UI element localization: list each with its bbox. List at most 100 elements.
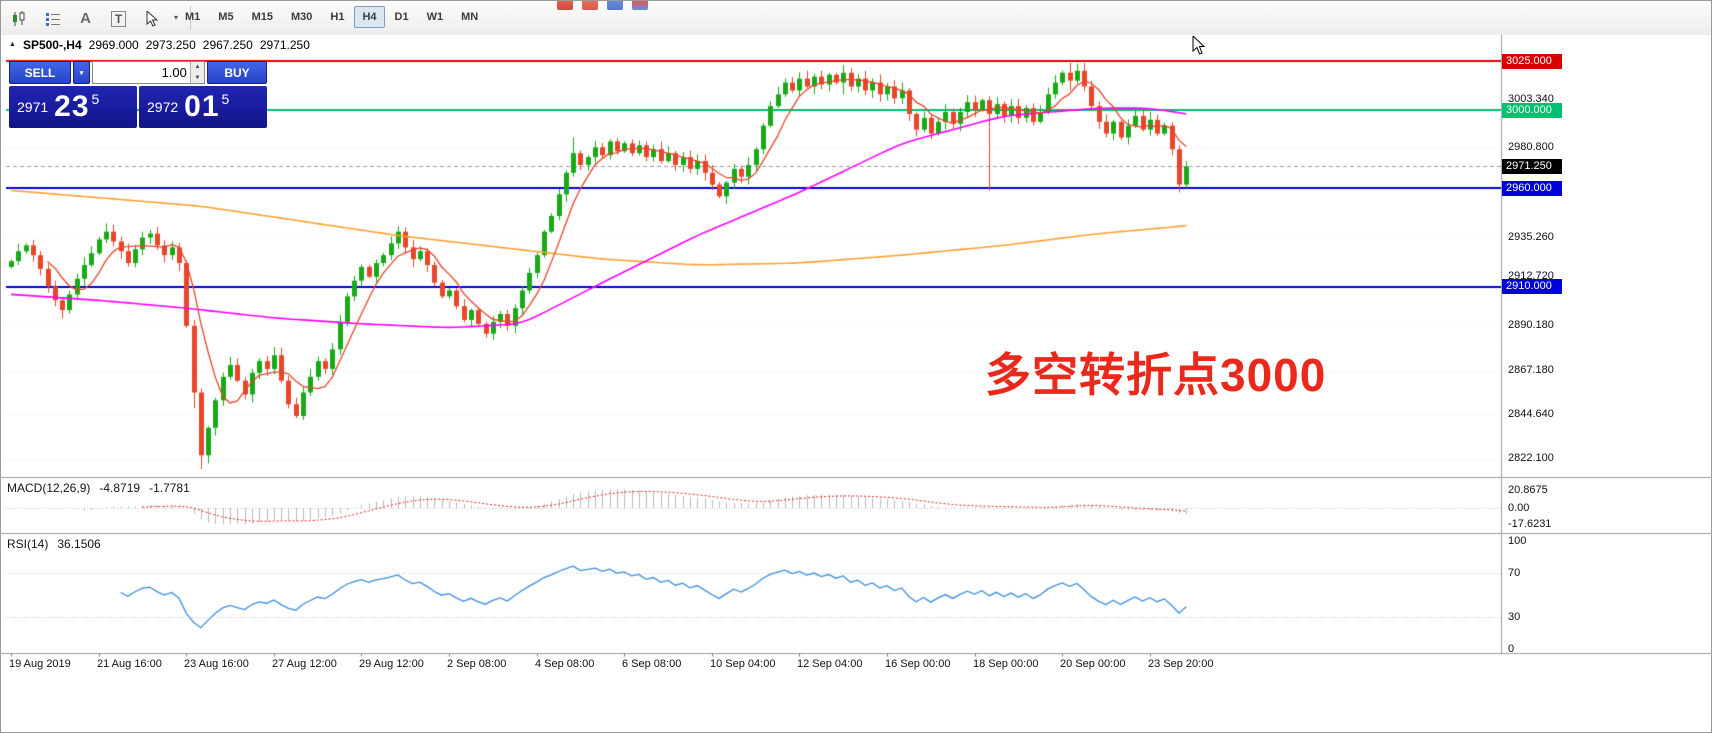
bid-price-sup: 5 (91, 91, 100, 107)
macd-label: MACD(12,26,9) -4.8719 -1.7781 (7, 481, 199, 495)
timeframe-button-d1[interactable]: D1 (387, 6, 417, 28)
timeframe-button-h1[interactable]: H1 (322, 6, 352, 28)
rsi-axis-label: 100 (1508, 535, 1527, 547)
clipped-toolbar-icons (557, 1, 648, 10)
price-axis-label: 2822.100 (1508, 452, 1554, 465)
mouse-cursor (1192, 36, 1206, 55)
chart-title: ▲ SP500-,H4 2969.000 2973.250 2967.250 2… (9, 38, 310, 52)
price-badge-blue: 2910.000 (1502, 279, 1562, 295)
timeframe-button-m5[interactable]: M5 (210, 6, 241, 28)
time-axis-label: 27 Aug 12:00 (272, 658, 337, 670)
timeframe-button-w1[interactable]: W1 (419, 6, 452, 28)
candlestick-chart-icon[interactable] (5, 4, 34, 33)
ask-price-sup: 5 (221, 91, 230, 107)
timeframe-button-m1[interactable]: M1 (177, 6, 208, 28)
price-axis-label: 2935.260 (1508, 230, 1554, 243)
price-axis-label: 2912.720 (1508, 269, 1554, 282)
clipped-icon (557, 1, 573, 10)
ask-price-big: 01 (184, 90, 220, 123)
toolbar: A T ▾ M1 M5 M15 M30 H1 H4 D1 W1 MN (1, 1, 1711, 36)
timeframe-toolbar: M1 M5 M15 M30 H1 H4 D1 W1 MN (177, 6, 486, 28)
rsi-name: RSI(14) (7, 537, 49, 551)
timeframe-button-h4[interactable]: H4 (354, 6, 385, 28)
price-badge-red: 3025.000 (1502, 53, 1562, 69)
time-axis-label: 10 Sep 04:00 (710, 658, 776, 670)
macd-axis-label: 0.00 (1508, 502, 1530, 514)
clipped-icon (607, 1, 623, 10)
timeframe-button-m30[interactable]: M30 (283, 6, 320, 28)
ohlc-high: 2973.250 (145, 38, 196, 52)
rsi-label: RSI(14) 36.1506 (7, 537, 110, 551)
chart-plot-area[interactable] (1, 35, 1711, 732)
time-axis-label: 4 Sep 08:00 (535, 658, 595, 670)
volume-box: ▲ ▼ (92, 61, 205, 84)
text-box-icon[interactable]: T (104, 4, 133, 33)
time-axis-label: 21 Aug 16:00 (97, 658, 162, 670)
toolbar-separator (190, 6, 191, 30)
time-axis-label: 18 Sep 00:00 (973, 658, 1039, 670)
ohlc-low: 2967.250 (202, 38, 253, 52)
macd-signal-value: -1.7781 (149, 481, 190, 495)
price-axis: 3025.000 3003.340 3000.000 2980.800 2971.250… (1501, 35, 1711, 732)
price-badge-blue: 2960.000 (1502, 180, 1562, 196)
trade-controls-row: SELL ▾ ▲ ▼ BUY (9, 61, 267, 84)
clipped-icon (632, 1, 648, 10)
macd-axis-label: -17.6231 (1508, 517, 1552, 530)
rsi-axis-label: 70 (1508, 567, 1521, 580)
cursor-tool-icon[interactable] (137, 4, 166, 33)
macd-main-value: -4.8719 (99, 481, 141, 495)
time-axis-label: 20 Sep 00:00 (1060, 658, 1126, 670)
price-axis-label: 2867.180 (1508, 364, 1554, 377)
bid-quote[interactable]: 2971 23 5 (9, 86, 137, 128)
time-axis-label: 6 Sep 08:00 (622, 658, 682, 670)
time-axis-label: 2 Sep 08:00 (447, 658, 507, 670)
sell-button[interactable]: SELL (9, 61, 71, 84)
time-axis-label: 23 Sep 20:00 (1148, 658, 1214, 670)
volume-spinner: ▲ ▼ (189, 62, 204, 83)
volume-down-button[interactable]: ▼ (190, 72, 204, 83)
ohlc-open: 2969.000 (88, 38, 139, 52)
toolbar-icon-group: A T ▾ (5, 4, 195, 33)
ask-price-small: 2972 (147, 99, 179, 115)
ohlc-close: 2971.250 (259, 38, 310, 52)
timeframe-button-mn[interactable]: MN (453, 6, 486, 28)
indicator-list-icon[interactable] (38, 4, 67, 33)
time-axis-label: 12 Sep 04:00 (797, 658, 863, 670)
symbol-period-label: SP500-,H4 (22, 38, 82, 52)
chart-marker-icon: ▲ (9, 40, 16, 48)
time-axis: 19 Aug 2019 21 Aug 16:00 23 Aug 16:00 27 Au… (1, 655, 1711, 675)
rsi-axis-label: 0 (1508, 643, 1515, 655)
one-click-trading-panel: SELL ▾ ▲ ▼ BUY 2971 23 5 297 (9, 61, 267, 128)
time-axis-label: 19 Aug 2019 (9, 658, 71, 670)
bid-price-big: 23 (54, 90, 90, 123)
time-axis-label: 29 Aug 12:00 (359, 658, 424, 670)
macd-axis-label: 20.8675 (1508, 483, 1548, 496)
cursor-tool-dropdown-icon[interactable]: ▾ (173, 13, 178, 22)
buy-button[interactable]: BUY (207, 61, 267, 84)
price-axis-label: 3003.340 (1508, 92, 1554, 105)
volume-dropdown-button[interactable]: ▾ (73, 61, 90, 84)
macd-name: MACD(12,26,9) (7, 481, 91, 495)
price-axis-label: 2844.640 (1508, 408, 1554, 421)
chart-text-annotation: 多空转折点3000 (985, 349, 1327, 401)
chart-window: ▲ SP500-,H4 2969.000 2973.250 2967.250 2… (1, 35, 1711, 732)
price-axis-label: 2890.180 (1508, 318, 1554, 331)
ask-quote[interactable]: 2972 01 5 (139, 86, 267, 128)
price-badge-green: 3000.000 (1502, 102, 1562, 118)
time-axis-label: 16 Sep 00:00 (885, 658, 951, 670)
volume-input[interactable] (93, 62, 190, 83)
volume-up-button[interactable]: ▲ (190, 62, 204, 73)
letter-t-glyph: T (110, 10, 127, 27)
text-label-icon[interactable]: A (71, 4, 100, 33)
quote-display: 2971 23 5 2972 01 5 (9, 86, 267, 128)
rsi-value: 36.1506 (57, 537, 101, 551)
price-axis-label: 2980.800 (1508, 141, 1554, 154)
time-axis-label: 23 Aug 16:00 (184, 658, 249, 670)
clipped-icon (582, 1, 598, 10)
bid-price-small: 2971 (17, 99, 49, 115)
timeframe-button-m15[interactable]: M15 (244, 6, 281, 28)
price-badge-black: 2971.250 (1502, 158, 1562, 174)
letter-a-glyph: A (80, 10, 91, 27)
rsi-axis-label: 30 (1508, 610, 1521, 623)
